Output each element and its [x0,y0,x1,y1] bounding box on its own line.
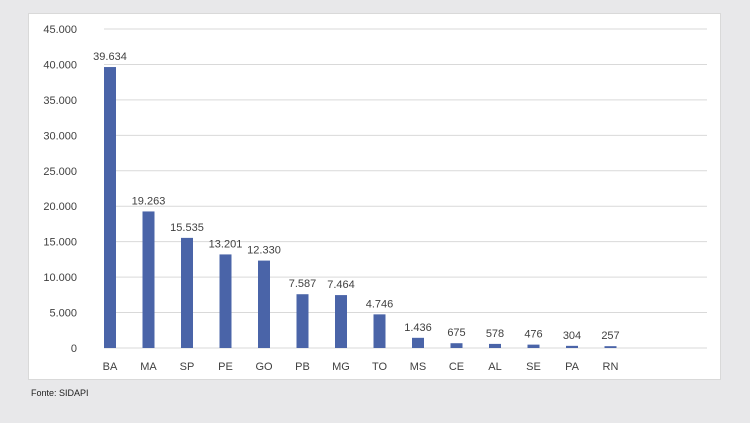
bar-value-label: 7.464 [327,279,355,291]
bar-pa [566,345,578,348]
bars [104,67,617,349]
y-axis-tick-labels: 0 5.000 10.000 15.000 20.000 25.000 30.000 35.0… [43,24,77,355]
source-note: Fonte: SIDAPI [31,388,89,398]
x-tick-label: TO [372,361,388,373]
bar-value-label: 19.263 [132,195,166,207]
bar-ms [412,337,424,348]
bar-to [373,314,386,348]
y-tick-label: 0 [71,343,77,355]
bar-al [489,343,501,348]
x-tick-label: MG [332,361,350,373]
x-tick-label: CE [449,361,464,373]
bar-ce [450,343,463,348]
chart-card: 0 5.000 10.000 15.000 20.000 25.000 30.000 35.0… [28,13,721,380]
y-tick-label: 5.000 [49,308,77,320]
y-tick-label: 10.000 [43,272,77,284]
y-tick-label: 15.000 [43,237,77,249]
x-tick-label: MS [410,361,427,373]
bar-ma [142,211,155,348]
bar-mg [335,295,347,348]
bar-sp [181,237,193,348]
bar-pe [219,254,232,348]
bar-go [258,260,270,348]
bar-rn [604,346,617,348]
x-tick-label: GO [255,361,273,373]
y-tick-label: 40.000 [43,59,77,71]
x-tick-label: RN [603,361,619,373]
bar-chart: 0 5.000 10.000 15.000 20.000 25.000 30.000 35.0… [43,24,707,373]
x-tick-label: SP [180,361,195,373]
bar-value-label: 4.746 [366,298,394,310]
y-tick-label: 25.000 [43,166,77,178]
bar-se [527,344,540,348]
x-tick-label: PE [218,361,233,373]
bar-value-label: 15.535 [170,222,204,234]
x-tick-label: SE [526,361,541,373]
y-tick-label: 45.000 [43,24,77,36]
bar-ba [104,67,116,349]
bar-value-label: 1.436 [404,322,432,334]
bar-value-label: 39.634 [93,51,127,63]
y-tick-label: 35.000 [43,95,77,107]
y-tick-label: 30.000 [43,130,77,142]
x-tick-label: PB [295,361,310,373]
x-tick-label: BA [103,361,118,373]
bar-value-label: 13.201 [209,238,243,250]
x-tick-label: PA [565,361,580,373]
bar-value-label: 7.587 [289,278,317,290]
bar-pb [296,294,309,348]
bar-value-label: 257 [601,330,619,342]
bar-value-label: 12.330 [247,245,281,257]
gridlines [104,28,707,349]
bar-value-label: 476 [524,329,542,341]
y-tick-label: 20.000 [43,201,77,213]
x-tick-label: MA [140,361,157,373]
x-axis-tick-labels: BA MA SP PE GO PB MG TO MS CE AL SE PA RN [103,361,619,373]
bar-value-labels: 39.634 19.263 15.535 13.201 12.330 7.587 7.464… [93,51,620,342]
bar-value-label: 304 [563,330,581,342]
bar-value-label: 578 [486,328,504,340]
x-tick-label: AL [488,361,501,373]
bar-value-label: 675 [447,327,465,339]
